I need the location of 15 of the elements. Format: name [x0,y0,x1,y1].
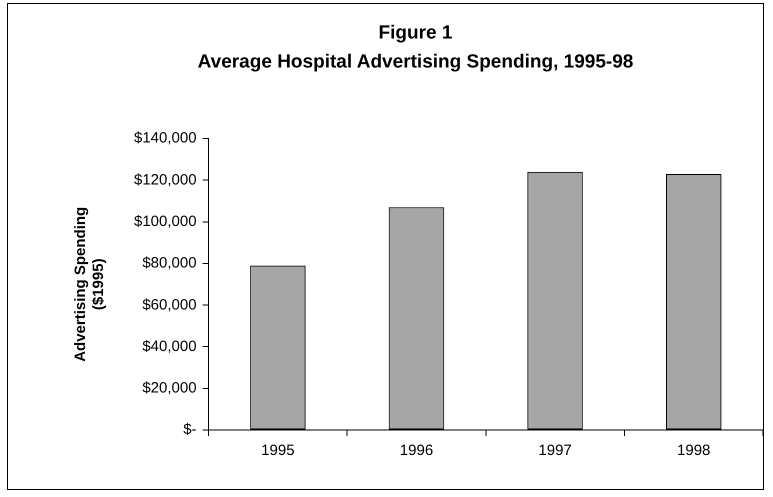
y-tick-label: $140,000 [134,130,197,147]
x-tick-label: 1995 [261,442,295,460]
x-tick-label: 1998 [677,442,710,460]
chart-subtitle: Average Hospital Advertising Spending, 1995-98 [198,51,634,72]
chart-title: Figure 1 [378,22,453,44]
y-tick-label: $40,000 [142,338,197,355]
y-tick-label: $- [183,421,197,438]
y-axis-title: Advertising Spending ($1995) [72,206,108,362]
y-tick-label: $120,000 [134,171,197,188]
y-tick-label: $60,000 [142,296,197,314]
y-tick-label: $80,000 [142,254,197,272]
y-tick-label: $100,000 [134,213,197,230]
x-tick-label: 1997 [538,442,572,460]
y-tick-label: $20,000 [142,380,197,397]
x-tick-label: 1996 [400,442,434,460]
